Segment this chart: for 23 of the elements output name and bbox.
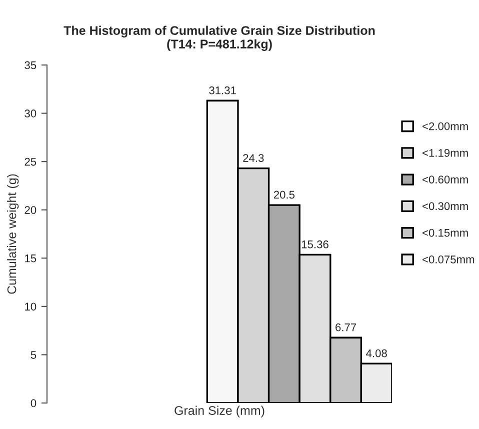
y-axis-title: Cumulative weight (g) (7, 174, 19, 294)
legend-label: <1.19mm (422, 148, 468, 157)
data-label: 31.31 (209, 86, 236, 94)
x-axis-title: Grain Size (mm) (174, 406, 264, 418)
y-tick-label: 5 (30, 351, 36, 359)
chart-title: The Histogram of Cumulative Grain Size Distribution (T14: P=481.12kg) (64, 26, 375, 51)
legend-label: <0.60mm (422, 176, 468, 184)
y-tick-label: 15 (25, 254, 36, 262)
y-tick-label: 0 (30, 399, 36, 408)
y-tick-label: 35 (24, 61, 36, 70)
legend-label: <0.075mm (422, 256, 474, 264)
legend-label: <0.15mm (422, 228, 468, 237)
y-tick-label: 20 (24, 206, 36, 214)
data-label: 6.77 (336, 323, 356, 332)
y-tick-label: 25 (24, 158, 36, 166)
data-label: 4.08 (366, 349, 387, 358)
legend-label: <2.00mm (422, 122, 468, 130)
legend-label: <0.30mm (422, 202, 468, 210)
data-label: 24.3 (243, 154, 264, 162)
y-tick-label: 10 (25, 302, 36, 311)
y-tick-label: 30 (24, 110, 36, 118)
data-label: 20.5 (274, 190, 295, 199)
data-label: 15.36 (302, 240, 328, 248)
